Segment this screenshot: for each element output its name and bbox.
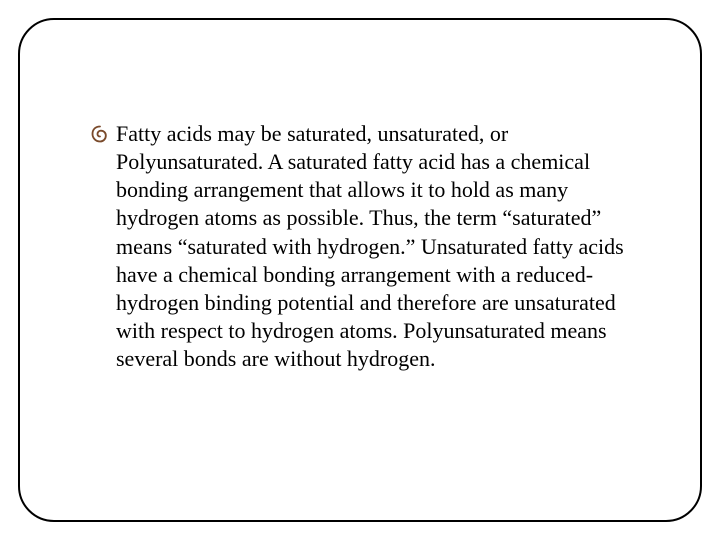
swirl-bullet-icon: [90, 124, 112, 146]
content-row: Fatty acids may be saturated, unsaturate…: [90, 120, 650, 373]
slide-body-text: Fatty acids may be saturated, unsaturate…: [116, 120, 650, 373]
slide-frame: Fatty acids may be saturated, unsaturate…: [18, 18, 702, 522]
